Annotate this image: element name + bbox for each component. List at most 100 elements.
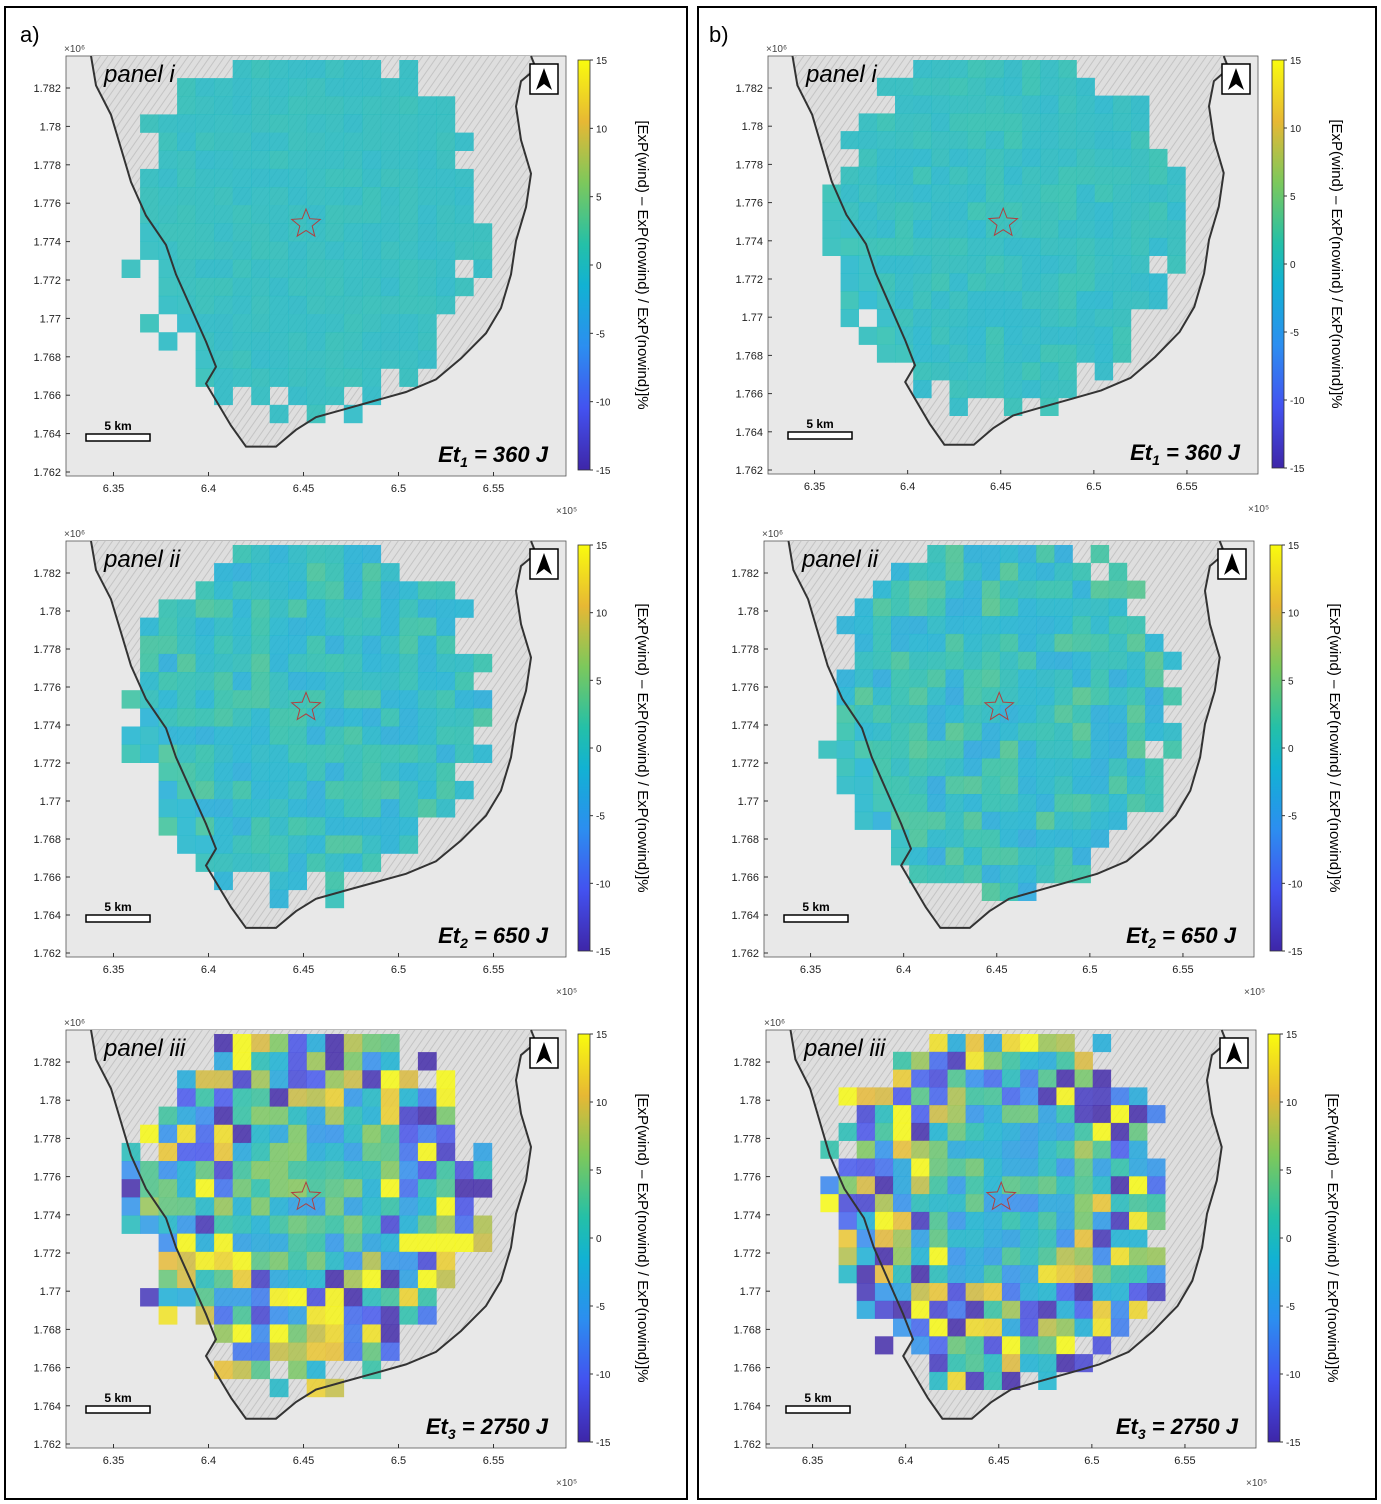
heatmap-cell [981, 847, 1001, 866]
y-tick-label: 1.772 [33, 758, 61, 770]
heatmap-cell [288, 1215, 307, 1234]
heatmap-cell [1038, 1176, 1057, 1195]
heatmap-cell [214, 871, 233, 891]
colorbar-tick-label: 5 [596, 1166, 602, 1177]
heatmap-cell [306, 1233, 326, 1252]
heatmap-cell [1076, 113, 1095, 132]
heatmap-cell [251, 1161, 270, 1180]
heatmap-cell [913, 131, 932, 150]
heatmap-cell [965, 1283, 984, 1302]
panel-label: panel i [103, 61, 175, 88]
heatmap-cell [251, 744, 270, 763]
heatmap-cell [891, 598, 910, 617]
heatmap-cell [362, 60, 382, 79]
heatmap-cell [251, 563, 270, 582]
heatmap-cell [232, 581, 252, 600]
heatmap-cell [362, 314, 382, 333]
heatmap-cell [876, 131, 896, 150]
heatmap-cell [380, 1269, 400, 1289]
heatmap-cell [965, 1371, 984, 1390]
heatmap-cell [895, 131, 914, 150]
heatmap-cell [854, 794, 874, 813]
heatmap-cell [362, 617, 382, 636]
y-tick-label: 1.764 [731, 910, 759, 922]
heatmap-cell [362, 1306, 382, 1325]
heatmap-cell [1076, 326, 1095, 345]
heatmap-cell [417, 1251, 437, 1271]
colorbar-tick-label: 15 [1290, 56, 1302, 67]
y-tick-label: 1.766 [735, 389, 763, 401]
heatmap-cell [891, 740, 910, 759]
heatmap-cell [967, 273, 986, 292]
heatmap-cell [251, 835, 270, 854]
heatmap-cell [1092, 1194, 1112, 1213]
heatmap-cell [399, 780, 419, 800]
energy-label: Et3 = 2750 J [426, 1414, 549, 1442]
heatmap-cell [306, 1124, 326, 1144]
heatmap-cell [436, 1161, 456, 1180]
heatmap-cell [840, 131, 859, 150]
heatmap-cell [911, 1105, 930, 1124]
heatmap-cell [1090, 633, 1110, 652]
heatmap-cell [417, 1052, 437, 1071]
heatmap-cell [417, 1233, 437, 1252]
heatmap-cell [1036, 776, 1055, 795]
heatmap-cell [913, 220, 932, 239]
heatmap-cell [999, 616, 1019, 635]
heatmap-cell [963, 562, 982, 581]
y-tick-label: 1.764 [33, 429, 61, 441]
heatmap-cell [417, 635, 437, 655]
heatmap-cell [1058, 309, 1077, 328]
heatmap-cell [232, 1342, 252, 1361]
heatmap-cell [362, 1142, 382, 1162]
heatmap-cell [1056, 1176, 1075, 1195]
heatmap-cell [1072, 829, 1091, 848]
coastline [90, 1029, 538, 1420]
heatmap-cell [985, 202, 1005, 221]
heatmap-cell [380, 187, 400, 206]
heatmap-cell [876, 77, 896, 96]
heatmap-cell [1058, 291, 1077, 310]
heatmap-cell [1074, 1265, 1093, 1284]
heatmap-cell [913, 60, 932, 79]
heatmap-cell [251, 581, 270, 600]
heatmap-cell [269, 1197, 289, 1216]
heatmap-cell [1092, 1229, 1112, 1248]
heatmap-cell [1056, 1336, 1075, 1355]
heatmap-cell [195, 708, 215, 727]
heatmap-cell [269, 1288, 289, 1307]
heatmap-cell [288, 168, 307, 188]
heatmap-cell [232, 1088, 252, 1107]
heatmap-cell [232, 1106, 252, 1125]
heatmap-cell [1056, 1318, 1075, 1337]
heatmap-cell [1018, 847, 1037, 866]
heatmap-cell [983, 1140, 1003, 1159]
heatmap-cell [158, 223, 178, 242]
colorbar-tick-label: 0 [1288, 744, 1294, 755]
colorbar [577, 1033, 591, 1443]
heatmap-cell [1147, 1211, 1166, 1230]
heatmap-cell [380, 1088, 400, 1107]
heatmap-cell [909, 829, 928, 848]
heatmap-cell [1074, 1069, 1093, 1088]
heatmap-cell [343, 1306, 363, 1325]
heatmap-cell [269, 1342, 289, 1361]
heatmap-cell [1054, 633, 1073, 652]
heatmap-cell [306, 726, 326, 745]
heatmap-cell [214, 1179, 233, 1198]
heatmap-cell [214, 332, 233, 351]
heatmap-cell [927, 651, 946, 670]
heatmap-cell [473, 1161, 493, 1180]
heatmap-cell [872, 811, 892, 830]
heatmap-cell [1110, 1158, 1130, 1177]
heatmap-cell [473, 1142, 493, 1162]
heatmap-cell [251, 1052, 270, 1071]
heatmap-cell [325, 350, 345, 369]
heatmap-cell [1020, 1158, 1039, 1177]
heatmap-cell [999, 794, 1019, 813]
heatmap-cell [1038, 1336, 1057, 1355]
heatmap-cell [945, 687, 964, 706]
heatmap-cell [1056, 1194, 1075, 1213]
heatmap-cell [417, 744, 437, 763]
heatmap-cell [1040, 113, 1059, 132]
